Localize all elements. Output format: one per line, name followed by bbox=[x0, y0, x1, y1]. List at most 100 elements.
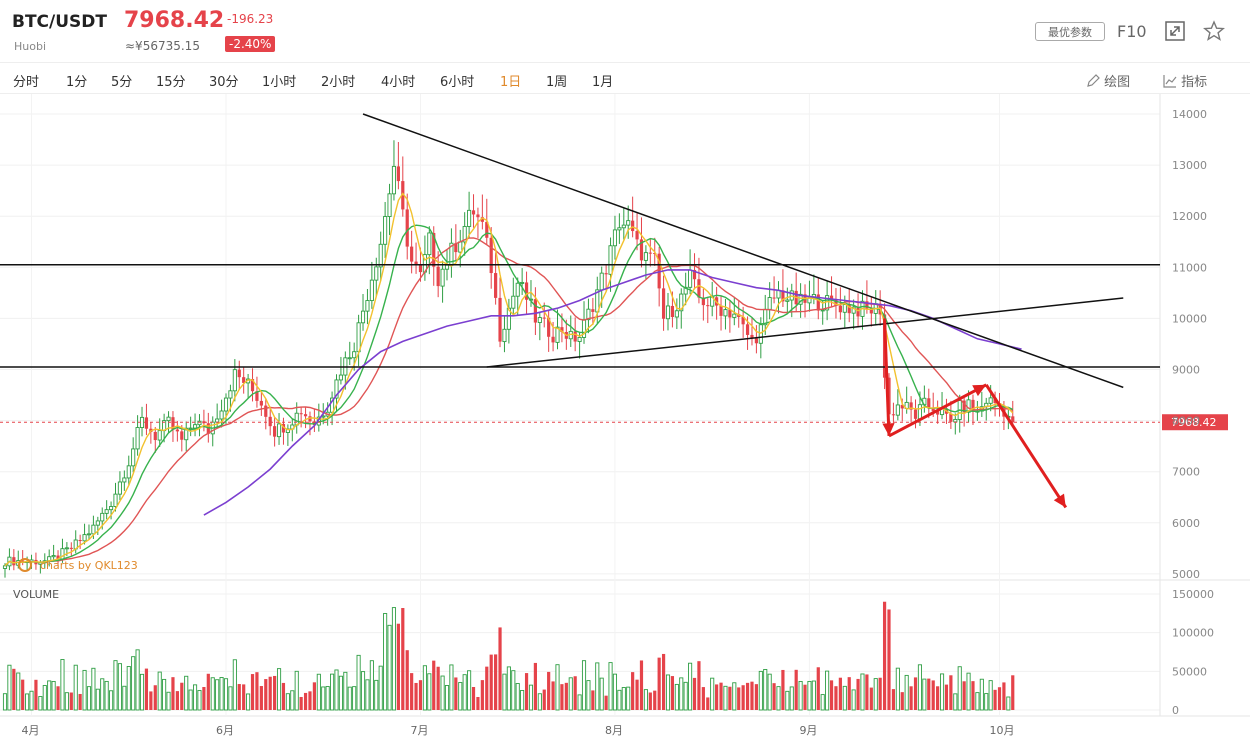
volume-bar-up bbox=[506, 666, 511, 711]
candle-body-down bbox=[308, 416, 312, 422]
volume-bar-up bbox=[939, 673, 945, 711]
candle-body-down bbox=[454, 243, 458, 253]
candle-body-down bbox=[533, 299, 537, 323]
candle-body-down bbox=[745, 324, 750, 335]
tab-fenshi[interactable]: 分时 bbox=[13, 75, 40, 90]
tab-4hour[interactable]: 4小时 bbox=[381, 75, 416, 90]
volume-bar-down bbox=[180, 682, 184, 710]
candle-body-up bbox=[338, 374, 343, 381]
volume-bar-up bbox=[157, 671, 162, 711]
volume-bar-up bbox=[515, 683, 520, 711]
candle-body-up bbox=[851, 306, 856, 314]
tab-15min[interactable]: 15分 bbox=[156, 75, 186, 90]
volume-bar-up bbox=[374, 679, 379, 711]
watermark-text: charts by QKL123 bbox=[40, 559, 138, 572]
volume-bar-up bbox=[321, 686, 326, 711]
tab-1week[interactable]: 1周 bbox=[546, 75, 568, 90]
candle-body-up bbox=[674, 310, 679, 318]
candle-body-down bbox=[303, 414, 308, 417]
price-tick-label: 14000 bbox=[1172, 108, 1207, 121]
candle-body-down bbox=[1011, 416, 1015, 423]
candle-body-up bbox=[391, 165, 397, 195]
volume-bar-up bbox=[347, 686, 352, 711]
candle-body-up bbox=[378, 243, 383, 268]
volume-bar-down bbox=[542, 689, 546, 710]
tab-1min[interactable]: 1分 bbox=[66, 75, 88, 90]
time-tick-label: 10月 bbox=[990, 724, 1015, 737]
candle-body-down bbox=[741, 316, 745, 325]
volume-bar-up bbox=[851, 689, 856, 711]
annotation-arrow-line bbox=[984, 384, 1068, 509]
last-price-tag-label: 7968.42 bbox=[1171, 416, 1217, 429]
trendline bbox=[486, 297, 1124, 368]
volume-bar-down bbox=[533, 662, 537, 710]
ma20-line bbox=[4, 237, 1013, 567]
candle-body-up bbox=[953, 418, 958, 423]
volume-bar-up bbox=[139, 673, 145, 711]
volume-bar-up bbox=[122, 685, 127, 711]
star-icon[interactable] bbox=[1203, 20, 1225, 42]
volume-bar-up bbox=[440, 675, 445, 711]
candle-body-down bbox=[927, 398, 931, 408]
volume-bar-down bbox=[648, 692, 652, 710]
candle-body-down bbox=[781, 290, 785, 302]
candle-body-up bbox=[515, 282, 520, 297]
volume-bar-down bbox=[847, 677, 851, 710]
volume-bar-down bbox=[396, 623, 400, 710]
volume-bar-up bbox=[86, 686, 92, 711]
volume-bar-down bbox=[21, 679, 25, 710]
candle-body-up bbox=[360, 310, 366, 324]
volume-bar-up bbox=[683, 681, 688, 711]
volume-tick-label: 100000 bbox=[1172, 627, 1214, 640]
volume-bar-down bbox=[410, 673, 414, 710]
volume-bar-up bbox=[577, 694, 582, 711]
ma5-line bbox=[4, 192, 1014, 567]
candle-body-up bbox=[113, 493, 118, 507]
draw-tool[interactable]: 绘图 bbox=[1086, 71, 1130, 90]
volume-bar-up bbox=[917, 664, 922, 711]
candle-body-down bbox=[728, 309, 732, 318]
candle-body-down bbox=[171, 417, 175, 430]
expand-icon[interactable] bbox=[1164, 20, 1186, 42]
volume-bar-down bbox=[754, 684, 758, 710]
tab-5min[interactable]: 5分 bbox=[111, 75, 133, 90]
candle-body-down bbox=[498, 297, 502, 342]
volume-bar-down bbox=[250, 674, 255, 710]
candle-body-up bbox=[555, 326, 560, 343]
f10-button[interactable]: F10 bbox=[1117, 22, 1147, 41]
candle-body-down bbox=[631, 220, 635, 232]
volume-bar-down bbox=[692, 677, 697, 710]
candle-body-down bbox=[865, 301, 869, 309]
candle-body-up bbox=[193, 424, 198, 429]
candle-body-up bbox=[467, 209, 472, 227]
volume-bar-up bbox=[352, 686, 357, 711]
candle-body-up bbox=[232, 369, 237, 392]
tab-6hour[interactable]: 6小时 bbox=[440, 75, 475, 90]
tab-1hour[interactable]: 1小时 bbox=[262, 75, 297, 90]
tab-30min[interactable]: 30分 bbox=[209, 75, 239, 90]
volume-bar-up bbox=[210, 677, 215, 711]
candle-body-up bbox=[427, 232, 432, 256]
volume-tick-label: 150000 bbox=[1172, 588, 1214, 601]
volume-bar-up bbox=[984, 693, 989, 711]
tab-2hour[interactable]: 2小时 bbox=[321, 75, 356, 90]
optimal-params-button[interactable]: 最优参数 bbox=[1035, 22, 1105, 41]
candle-body-up bbox=[842, 304, 847, 313]
volume-bar-up bbox=[276, 668, 282, 711]
volume-tick-label: 0 bbox=[1172, 704, 1179, 717]
tab-1month[interactable]: 1月 bbox=[592, 75, 614, 90]
candle-body-down bbox=[750, 334, 754, 339]
candle-body-up bbox=[626, 220, 631, 226]
volume-bar-up bbox=[966, 672, 971, 711]
tab-1day[interactable]: 1日 bbox=[500, 75, 522, 90]
volume-bar-down bbox=[715, 684, 719, 710]
volume-bar-up bbox=[679, 677, 684, 711]
candle-body-up bbox=[798, 293, 803, 305]
kline-chart[interactable]: 7968.42 14000 13000 12000 11000 10000 9000 800… bbox=[0, 94, 1250, 753]
candle-body-down bbox=[697, 279, 701, 298]
price-tick-label: 11000 bbox=[1172, 261, 1207, 274]
candle-body-up bbox=[383, 216, 388, 245]
candle-body-down bbox=[78, 540, 82, 542]
indicator-tool[interactable]: 指标 bbox=[1163, 71, 1207, 90]
volume-bar-up bbox=[369, 660, 374, 711]
